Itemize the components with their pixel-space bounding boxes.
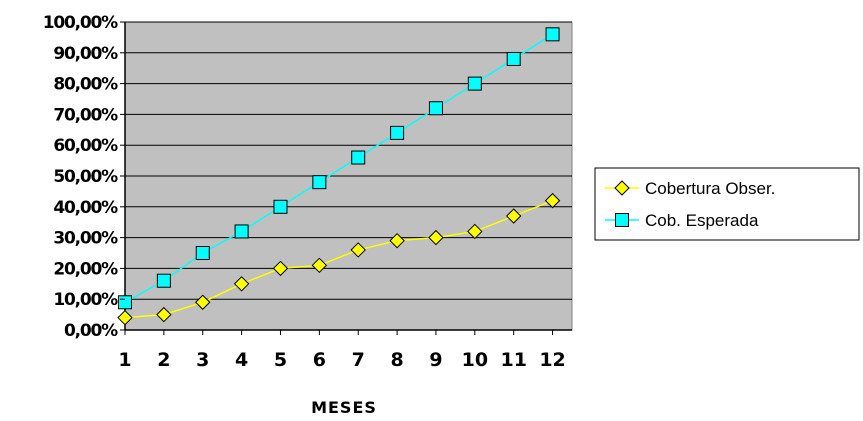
y-tick-label: 70,00% — [53, 105, 118, 125]
y-axis: 0,00% 10,00% 20,00% 30,00% 40,00% 50,00% 60,00… — [43, 13, 125, 341]
data-point-diamond — [272, 260, 289, 277]
x-tick-label: 8 — [390, 349, 403, 371]
data-point-square — [428, 101, 443, 116]
data-point-square — [390, 125, 405, 140]
data-point-square — [156, 273, 171, 288]
data-point-square — [195, 246, 210, 260]
y-tick-label: 20,00% — [53, 259, 118, 279]
data-point-square — [351, 150, 366, 165]
y-tick-label: 60,00% — [53, 136, 118, 156]
x-tick-label: 7 — [352, 349, 365, 371]
data-point-square — [506, 51, 521, 66]
x-axis: 1 2 3 4 5 6 7 8 9 10 11 12 — [118, 330, 566, 371]
y-tick-label: 10,00% — [53, 290, 118, 310]
x-tick-label: 5 — [274, 349, 287, 371]
y-tick-label: 30,00% — [53, 229, 118, 249]
x-tick-label: 3 — [196, 349, 209, 371]
legend-label: Cobertura Obser. — [645, 179, 775, 198]
x-tick-label: 6 — [313, 349, 326, 371]
data-point-diamond — [156, 306, 172, 323]
legend-box — [594, 167, 860, 241]
data-point-square — [234, 224, 249, 239]
y-tick-label: 40,00% — [53, 198, 118, 218]
series-line — [124, 199, 553, 319]
data-point-square — [545, 27, 560, 42]
data-point-diamond — [467, 223, 483, 240]
y-tick-label: 90,00% — [53, 44, 118, 64]
data-point-diamond — [233, 276, 250, 292]
data-point-square — [273, 199, 288, 214]
data-point-square — [312, 175, 327, 190]
x-tick-label: 1 — [118, 349, 131, 371]
data-point-diamond — [544, 192, 561, 209]
x-tick-label: 11 — [500, 349, 526, 371]
x-axis-label: MESES — [311, 398, 377, 417]
plot-area — [117, 21, 573, 331]
y-tick-label: 0,00% — [64, 321, 118, 341]
y-tick-label: 80,00% — [53, 75, 118, 95]
data-point-diamond — [389, 232, 405, 249]
data-point-square — [467, 76, 482, 91]
legend-square-marker — [615, 213, 629, 227]
data-point-diamond — [505, 208, 522, 224]
x-tick-label: 9 — [429, 349, 442, 371]
data-point-diamond — [117, 309, 133, 326]
x-tick-label: 12 — [539, 349, 565, 371]
data-point-diamond — [311, 257, 328, 274]
y-tick-label: 50,00% — [53, 167, 118, 187]
legend-label: Cob. Esperada — [645, 211, 759, 230]
data-point-square — [118, 295, 132, 310]
y-tick-label: 100,00% — [43, 13, 118, 33]
legend-diamond-marker — [614, 180, 630, 196]
data-point-diamond — [428, 229, 444, 246]
x-tick-label: 2 — [157, 349, 170, 371]
legend: Cobertura Obser. Cob. Esperada — [594, 167, 860, 241]
x-tick-label: 10 — [462, 349, 488, 371]
x-tick-label: 4 — [235, 349, 248, 371]
data-point-diamond — [350, 242, 366, 258]
data-point-diamond — [195, 294, 211, 310]
